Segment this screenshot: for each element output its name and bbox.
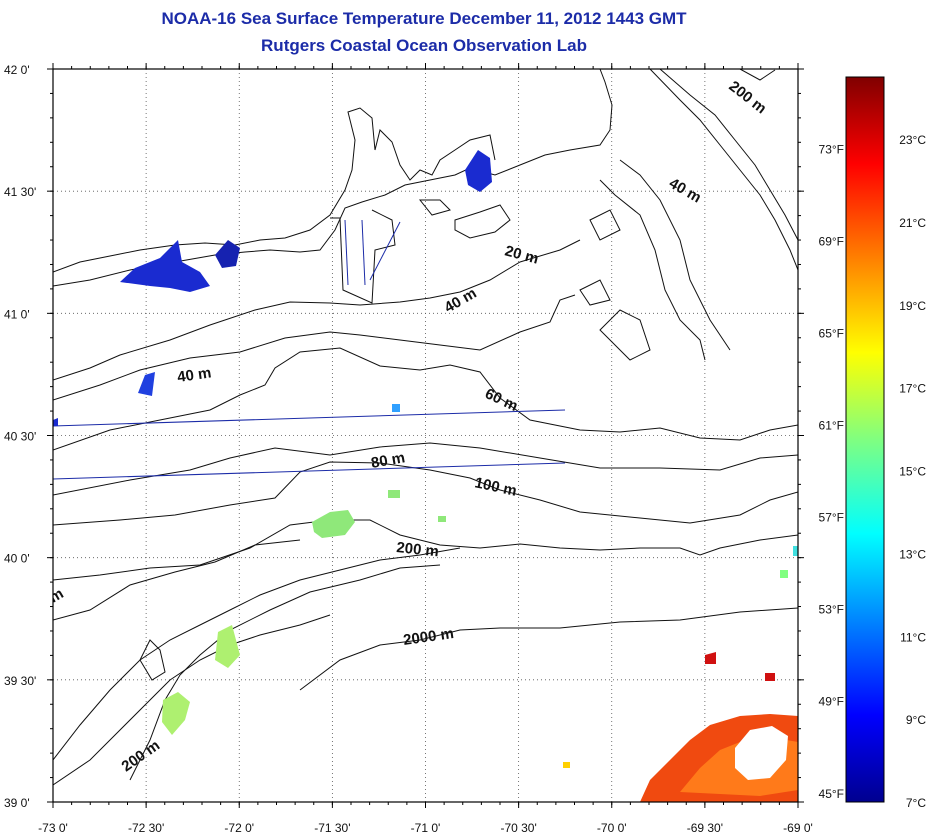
sst-patches [53,150,798,802]
colorbar-celsius-label: 19°C [899,299,926,313]
lon-tick-label: -71 0' [411,821,441,835]
lon-tick-label: -70 0' [597,821,627,835]
colorbar-celsius-label: 21°C [899,216,926,230]
lat-tick-label: 39 0' [4,796,30,810]
contour-label: 20 m [503,242,540,267]
coastline [53,69,731,361]
lat-tick-label: 42 0' [4,63,30,77]
contour-label: 2000 m [402,625,455,649]
colorbar-celsius-label: 17°C [899,382,926,396]
colorbar-celsius-label: 9°C [906,713,926,727]
colorbar-celsius-label: 11°C [900,630,926,644]
colorbar-celsius-label: 15°C [899,465,926,479]
colorbar-celsius-label: 13°C [899,547,926,561]
contour-label: 100 m [473,474,518,499]
lon-tick-label: -70 30' [500,821,536,835]
colorbar-gradient [845,76,885,803]
colorbar-fahrenheit-label: 61°F [819,419,844,433]
lat-tick-label: 41 30' [4,185,36,199]
contour-label: 80 m [370,449,407,472]
contour-labels: 200 m 40 m 20 m 40 m 40 m 60 m 80 m 100 … [47,78,770,776]
map-subtitle: Rutgers Coastal Ocean Observation Lab [261,36,587,55]
grid-lines [53,69,798,802]
colorbar-celsius-label: 23°C [899,133,926,147]
lat-tick-label: 40 0' [4,552,30,566]
lon-tick-label: -72 0' [224,821,254,835]
colorbar-fahrenheit-label: 69°F [819,234,844,248]
colorbar-fahrenheit-label: 57°F [819,511,844,525]
colorbar-fahrenheit-label: 65°F [819,326,844,340]
contour-label: 40 m [176,364,212,386]
contour-label: 40 m [666,175,704,207]
contour-label: 200 m [119,737,164,775]
lat-tick-label: 41 0' [4,307,30,321]
map-title: NOAA-16 Sea Surface Temperature December… [161,9,687,28]
lon-tick-label: -69 30' [687,821,723,835]
lat-tick-label: 39 30' [4,674,36,688]
lon-tick-label: -72 30' [128,821,164,835]
satellite-track-lines [53,219,566,480]
lat-tick-label: 40 30' [4,430,36,444]
contour-label: m [47,585,67,606]
lon-tick-label: -71 30' [314,821,350,835]
contour-label: 40 m [442,285,480,317]
bathymetry-contours [53,69,798,786]
colorbar: 23°C 21°C 19°C 17°C 15°C 13°C 11°C 9°C 7°C 73°F 69… [819,76,926,810]
colorbar-fahrenheit-label: 49°F [819,695,844,709]
colorbar-celsius-label: 7°C [906,796,926,810]
lon-tick-label: -73 0' [38,821,68,835]
colorbar-fahrenheit-label: 45°F [819,787,844,801]
contour-label: 200 m [726,78,770,118]
contour-label: 60 m [482,385,520,415]
colorbar-fahrenheit-label: 53°F [819,603,844,617]
lon-tick-label: -69 0' [783,821,813,835]
colorbar-fahrenheit-label: 73°F [819,142,844,156]
map-axes: -73 0' -72 30' -72 0' -71 30' -71 0' -70 30' -… [4,63,813,835]
contour-label: 200 m [396,539,440,560]
